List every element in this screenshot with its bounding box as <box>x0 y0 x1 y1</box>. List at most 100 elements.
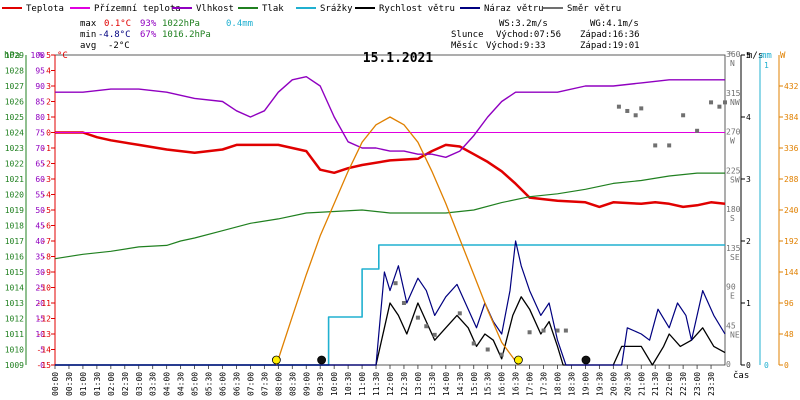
temperature-tick-label: -7 <box>41 237 51 246</box>
wind-direction-point <box>639 106 644 111</box>
solar-tick-label: 432 <box>784 82 799 91</box>
temperature-tick-label: 0 <box>46 129 51 138</box>
wind-direction-point <box>424 324 429 329</box>
pressure-tick-label: 1020 <box>5 191 24 200</box>
solar-axis-unit: W <box>780 51 786 61</box>
x-tick-label: 19:00 <box>581 372 590 396</box>
x-tick-label: 04:30 <box>177 372 186 396</box>
x-tick-label: 14:00 <box>442 372 451 396</box>
legend-label: Srážky <box>320 4 353 14</box>
x-tick-label: 18:00 <box>554 372 563 396</box>
x-tick-label: 13:00 <box>414 372 423 396</box>
pressure-tick-label: 1014 <box>5 284 24 293</box>
wind-direction-point <box>393 281 398 286</box>
wind-direction-point <box>527 330 532 335</box>
solar-tick-label: 384 <box>784 113 799 122</box>
temperature-axis-unit: °C <box>57 51 68 61</box>
wind-direction-point <box>555 328 560 333</box>
temperature-tick-label: -6 <box>41 222 51 231</box>
x-tick-label: 04:00 <box>163 372 172 396</box>
x-tick-label: 07:00 <box>246 372 255 396</box>
wind-gust-info: WG:4.1m/s <box>590 19 639 29</box>
direction-axis-unit: ° <box>728 51 733 61</box>
humidity-tick-label: 100 <box>31 51 46 60</box>
humidity-tick-label: 40 <box>35 237 45 246</box>
wind-speed-info: WS:3.2m/s <box>499 19 548 29</box>
x-tick-label: 06:00 <box>219 372 228 396</box>
series-n-raz-v-tru-line <box>55 240 726 366</box>
x-tick-label: 09:30 <box>316 372 325 396</box>
direction-tick-label: 270 <box>726 128 741 137</box>
wind-direction-point <box>401 301 406 305</box>
temperature-tick-label: -4 <box>41 191 51 200</box>
wind-direction-point <box>471 341 476 346</box>
direction-tick-name: E <box>730 292 735 301</box>
chart-title: 15.1.2021 <box>363 51 434 66</box>
pressure-tick-label: 1023 <box>5 144 24 153</box>
x-tick-label: 08:00 <box>274 372 283 396</box>
solar-tick-label: 96 <box>784 299 794 308</box>
wind-direction-point <box>667 143 672 148</box>
pressure-tick-label: 1029 <box>5 51 24 60</box>
wind-tick-label: 2 <box>746 237 751 246</box>
humidity-tick-label: 15 <box>35 315 45 324</box>
x-tick-label: 17:00 <box>526 372 535 396</box>
series-slune-n-z-en--line <box>275 116 519 366</box>
direction-tick-label: 180 <box>726 205 741 214</box>
solar-tick-label: 336 <box>784 144 799 153</box>
x-tick-label: 20:00 <box>609 372 618 396</box>
wind-direction-point <box>415 315 420 320</box>
direction-tick-label: 135 <box>726 244 741 253</box>
wind-tick-label: 1 <box>746 299 751 308</box>
sunrise-info: Východ:07:56 <box>496 30 561 40</box>
moon-label: Měsíc <box>451 41 478 51</box>
pressure-tick-label: 1027 <box>5 82 24 91</box>
wind-direction-point <box>723 100 727 105</box>
wind-tick-label: 3 <box>746 175 751 184</box>
stats-min-hum: 67% <box>140 30 157 40</box>
sunset-marker <box>514 355 523 365</box>
humidity-tick-label: 25 <box>35 284 45 293</box>
temperature-tick-label: 4 <box>46 67 51 76</box>
pressure-tick-label: 1019 <box>5 206 24 215</box>
temperature-tick-label: -9 <box>41 268 51 277</box>
direction-tick-name: S <box>730 214 735 223</box>
humidity-tick-label: 30 <box>35 268 45 277</box>
direction-tick-label: 360 <box>726 50 741 59</box>
wind-direction-point <box>653 143 658 148</box>
x-tick-label: 01:30 <box>93 372 102 396</box>
stats-block: max 0.1°C 93% 1022hPa 0.4mm min -4.8°C 6… <box>80 19 253 51</box>
x-tick-label: 09:00 <box>302 372 311 396</box>
wind-tick-label: 5 <box>746 51 751 60</box>
pressure-tick-label: 1009 <box>5 361 24 370</box>
wind-direction-point <box>717 104 722 109</box>
temperature-tick-label: -15 <box>37 361 52 370</box>
info-block: WS:3.2m/s WG:4.1m/s Slunce Východ:07:56 … <box>451 19 640 51</box>
wind-direction-point <box>563 328 568 333</box>
pressure-tick-label: 1015 <box>5 268 24 277</box>
x-tick-label: 18:30 <box>567 372 576 396</box>
x-tick-label: 10:30 <box>344 372 353 396</box>
series-vlhkost-line <box>55 75 725 159</box>
stats-max-hum: 93% <box>140 19 157 29</box>
temperature-tick-label: 1 <box>46 113 51 122</box>
humidity-tick-label: 70 <box>35 144 45 153</box>
stats-avg-temp: -2°C <box>108 41 130 51</box>
x-tick-label: 11:30 <box>372 372 381 396</box>
wind-direction-point <box>616 104 621 109</box>
temperature-tick-label: -2 <box>41 160 51 169</box>
x-axis-label: čas <box>733 370 749 381</box>
pressure-tick-label: 1011 <box>5 330 24 339</box>
x-tick-label: 02:30 <box>121 372 130 396</box>
wind-direction-point <box>709 100 714 105</box>
humidity-tick-label: 5 <box>40 346 45 355</box>
humidity-tick-label: 35 <box>35 253 45 262</box>
temperature-tick-label: -5 <box>41 206 51 215</box>
pressure-tick-label: 1010 <box>5 346 24 355</box>
x-tick-label: 14:30 <box>456 372 465 396</box>
pressure-tick-label: 1021 <box>5 175 24 184</box>
wind-direction-point <box>541 328 546 333</box>
humidity-tick-label: 20 <box>35 299 45 308</box>
pressure-tick-label: 1016 <box>5 253 24 262</box>
